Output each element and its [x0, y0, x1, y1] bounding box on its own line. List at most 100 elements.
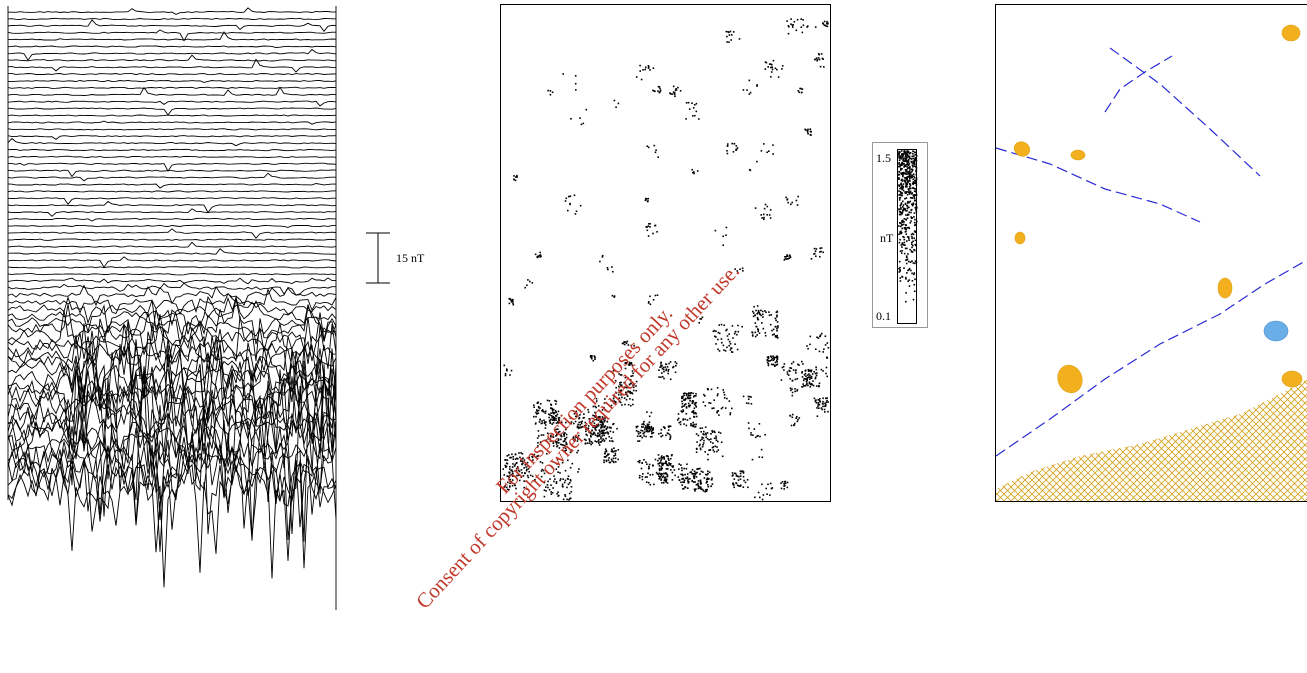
density-dot: [570, 195, 572, 197]
colorbar-dot: [903, 267, 905, 269]
density-dot: [607, 269, 609, 271]
density-dot: [602, 423, 604, 425]
density-dot: [775, 320, 777, 322]
density-dot: [651, 412, 653, 414]
colorbar-dot: [907, 253, 909, 255]
density-dot: [523, 475, 525, 477]
density-dot: [630, 391, 632, 393]
trace-line: [8, 50, 336, 61]
density-dot: [605, 448, 607, 450]
density-dot: [643, 424, 645, 426]
density-dot: [621, 404, 623, 406]
density-dot: [508, 489, 510, 491]
density-dot: [535, 412, 537, 414]
density-dot: [796, 30, 798, 32]
colorbar-dot: [916, 155, 918, 157]
density-dot: [699, 473, 701, 475]
density-dot: [787, 198, 789, 200]
density-dot: [694, 408, 696, 410]
density-dot: [615, 453, 617, 455]
density-dot: [578, 468, 580, 470]
trace-line: [8, 18, 336, 19]
density-dot: [648, 468, 650, 470]
density-dot: [773, 333, 775, 335]
density-dot: [556, 411, 558, 413]
density-dot: [657, 460, 659, 462]
density-dot: [649, 416, 651, 418]
density-dot: [641, 437, 643, 439]
colorbar-max-label: 1.5: [876, 151, 891, 165]
density-dot: [785, 197, 787, 199]
density-dot: [627, 377, 629, 379]
density-dot: [604, 426, 606, 428]
density-dot: [691, 480, 693, 482]
density-dot: [652, 474, 654, 476]
density-dot: [765, 332, 767, 334]
density-dot: [827, 23, 829, 25]
density-dot: [740, 473, 742, 475]
density-dot: [579, 427, 581, 429]
density-dot: [596, 441, 598, 443]
colorbar-dot: [899, 199, 901, 201]
density-dot: [819, 248, 821, 250]
density-dot: [762, 314, 764, 316]
density-dot: [665, 363, 667, 365]
colorbar-dot: [913, 262, 915, 264]
density-dot: [600, 436, 602, 438]
density-dot: [613, 396, 615, 398]
density-dot: [787, 202, 789, 204]
density-dot: [753, 316, 755, 318]
density-dot: [683, 418, 685, 420]
density-dot: [655, 295, 657, 297]
density-dot: [713, 399, 715, 401]
density-dot: [587, 409, 589, 411]
density-dot: [683, 405, 685, 407]
density-dot: [521, 469, 523, 471]
density-dot: [626, 387, 628, 389]
density-dot: [656, 231, 658, 233]
density-dot: [574, 440, 576, 442]
density-dot: [740, 475, 742, 477]
density-dot: [794, 21, 796, 23]
density-dot: [701, 439, 703, 441]
density-dot: [729, 400, 731, 402]
density-dot: [600, 427, 602, 429]
density-dot: [743, 486, 745, 488]
density-dot: [692, 393, 694, 395]
density-dot: [755, 310, 757, 312]
colorbar-dot: [900, 183, 902, 185]
density-dot: [565, 480, 567, 482]
density-dot: [508, 454, 510, 456]
density-dot: [614, 450, 616, 452]
density-dot: [624, 344, 626, 346]
density-dot: [615, 387, 617, 389]
density-dot: [646, 198, 648, 200]
density-dot: [795, 369, 797, 371]
colorbar-dot: [899, 211, 901, 213]
colorbar-dot: [914, 263, 916, 265]
colorbar-dot: [913, 274, 915, 276]
density-dot: [670, 435, 672, 437]
density-dot: [765, 61, 767, 63]
density-dot: [559, 417, 561, 419]
density-dot: [567, 460, 569, 462]
density-dot: [545, 421, 547, 423]
density-dot: [698, 488, 700, 490]
density-dot: [605, 410, 607, 412]
density-dot: [693, 171, 695, 173]
density-dot: [598, 442, 600, 444]
density-dot: [667, 433, 669, 435]
density-dot: [702, 446, 704, 448]
density-dot: [658, 478, 660, 480]
density-dot: [766, 359, 768, 361]
density-dot: [630, 383, 632, 385]
density-dot: [776, 335, 778, 337]
density-dot: [795, 379, 797, 381]
trace-line: [8, 239, 336, 240]
density-dot: [592, 434, 594, 436]
density-dot: [818, 57, 820, 59]
density-dot: [771, 330, 773, 332]
colorbar-dot: [901, 180, 903, 182]
colorbar-dot: [909, 167, 911, 169]
density-dot: [694, 481, 696, 483]
